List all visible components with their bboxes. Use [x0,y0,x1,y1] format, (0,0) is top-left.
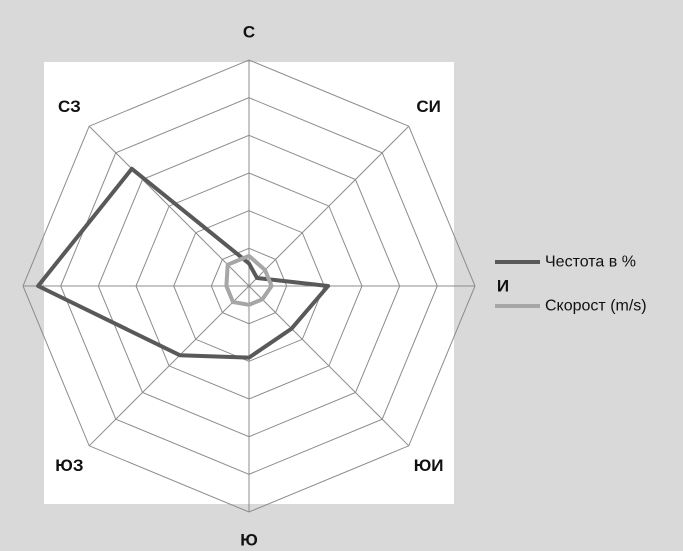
grid-spoke-8 [88,125,250,287]
direction-label: Ю [240,531,258,550]
legend: Честота в % Скорост (m/s) [495,254,647,315]
series-line-2 [224,253,274,307]
series-line-1 [36,166,331,360]
direction-labels: ССИИЮИЮЮЗЗСЗ [0,23,509,550]
radar-grid [22,59,476,513]
legend-label-1: Честота в % [545,254,636,271]
direction-label: ЮИ [414,456,444,475]
direction-label: И [497,277,509,296]
direction-label: СИ [416,97,441,116]
legend-label-2: Скорост (m/s) [545,298,647,315]
radar-series [36,166,331,360]
direction-label: С [243,23,255,42]
direction-label: СЗ [58,97,81,116]
direction-label: ЮЗ [55,456,83,475]
grid-spoke-2 [248,125,410,287]
grid-spoke-4 [248,285,410,447]
grid-spoke-6 [88,285,250,447]
